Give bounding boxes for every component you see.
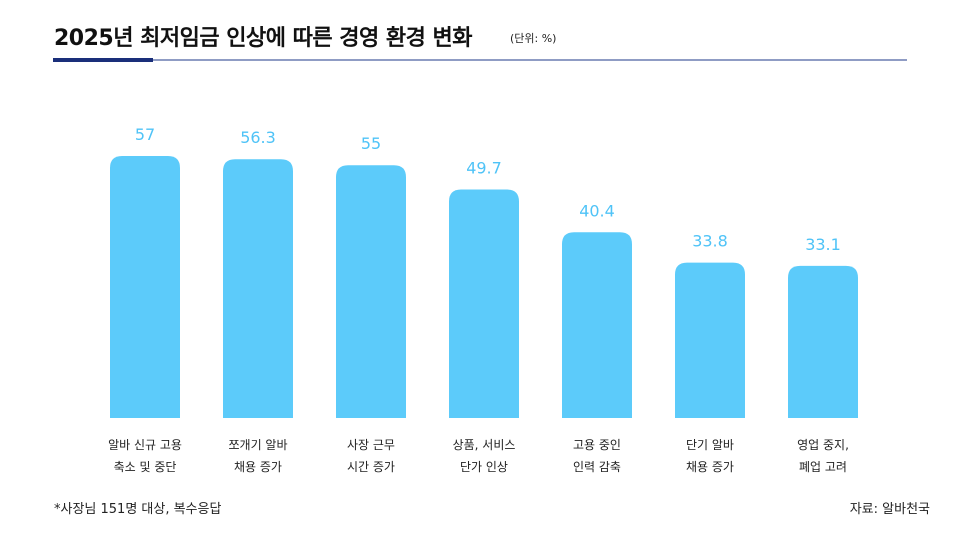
bar (336, 165, 406, 418)
unit-note: (단위: %) (510, 32, 557, 45)
footnote: *사장님 151명 대상, 복수응답 (54, 502, 222, 517)
chart-title: 2025년 최저임금 인상에 따른 경영 환경 변화 (54, 26, 473, 51)
bar (110, 156, 180, 418)
value-label: 40.4 (579, 201, 615, 220)
value-label: 49.7 (466, 159, 502, 178)
bar (788, 265, 858, 418)
bar (223, 159, 293, 419)
x-tick-label: 상품, 서비스 단가 인상 (452, 438, 516, 474)
bar (562, 232, 632, 418)
value-label: 33.1 (805, 235, 841, 254)
x-tick-label: 고용 중인 인력 감축 (573, 438, 621, 474)
source: 자료: 알바천국 (849, 502, 930, 517)
x-tick-label: 쪼개기 알바 채용 증가 (228, 438, 288, 474)
value-label: 56.3 (240, 128, 276, 147)
x-tick-label: 영업 중지, 폐업 고려 (797, 438, 849, 474)
x-tick-label: 단기 알바 채용 증가 (686, 438, 734, 474)
bar (449, 189, 519, 418)
value-label: 55 (361, 134, 381, 153)
x-tick-label: 알바 신규 고용 축소 및 중단 (108, 438, 182, 474)
value-label: 33.8 (692, 232, 728, 251)
value-label: 57 (135, 125, 155, 144)
x-tick-label: 사장 근무 시간 증가 (347, 438, 395, 474)
bar (675, 262, 745, 418)
